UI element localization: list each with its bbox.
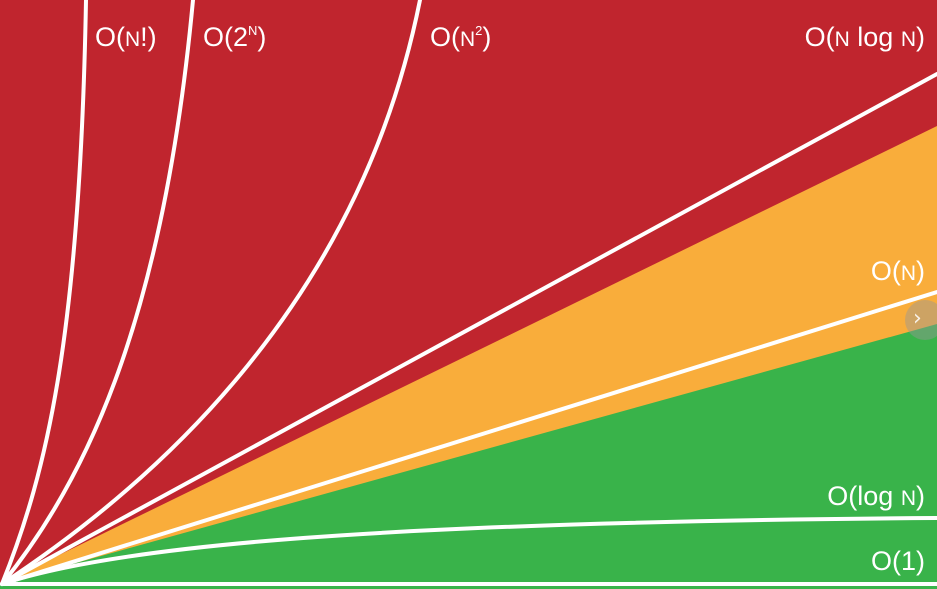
label-factorial: O(N!) [95,22,157,52]
label-constant: O(1) [871,546,925,576]
curve-nlogn [0,72,937,586]
curve-linear [0,290,937,586]
label-nlogn: O(N log N) [805,22,925,52]
curve-quadratic [0,0,422,586]
chevron-right-icon: › [913,306,922,331]
label-quadratic: O(N2) [430,22,491,52]
curve-exponential [0,0,195,586]
curve-logn [0,516,937,586]
label-exponential: O(2N) [203,22,266,52]
next-slide-button[interactable]: › [905,300,937,340]
label-linear: O(N) [871,256,925,286]
curve-factorial [0,0,88,586]
label-logn: O(log N) [827,481,925,511]
